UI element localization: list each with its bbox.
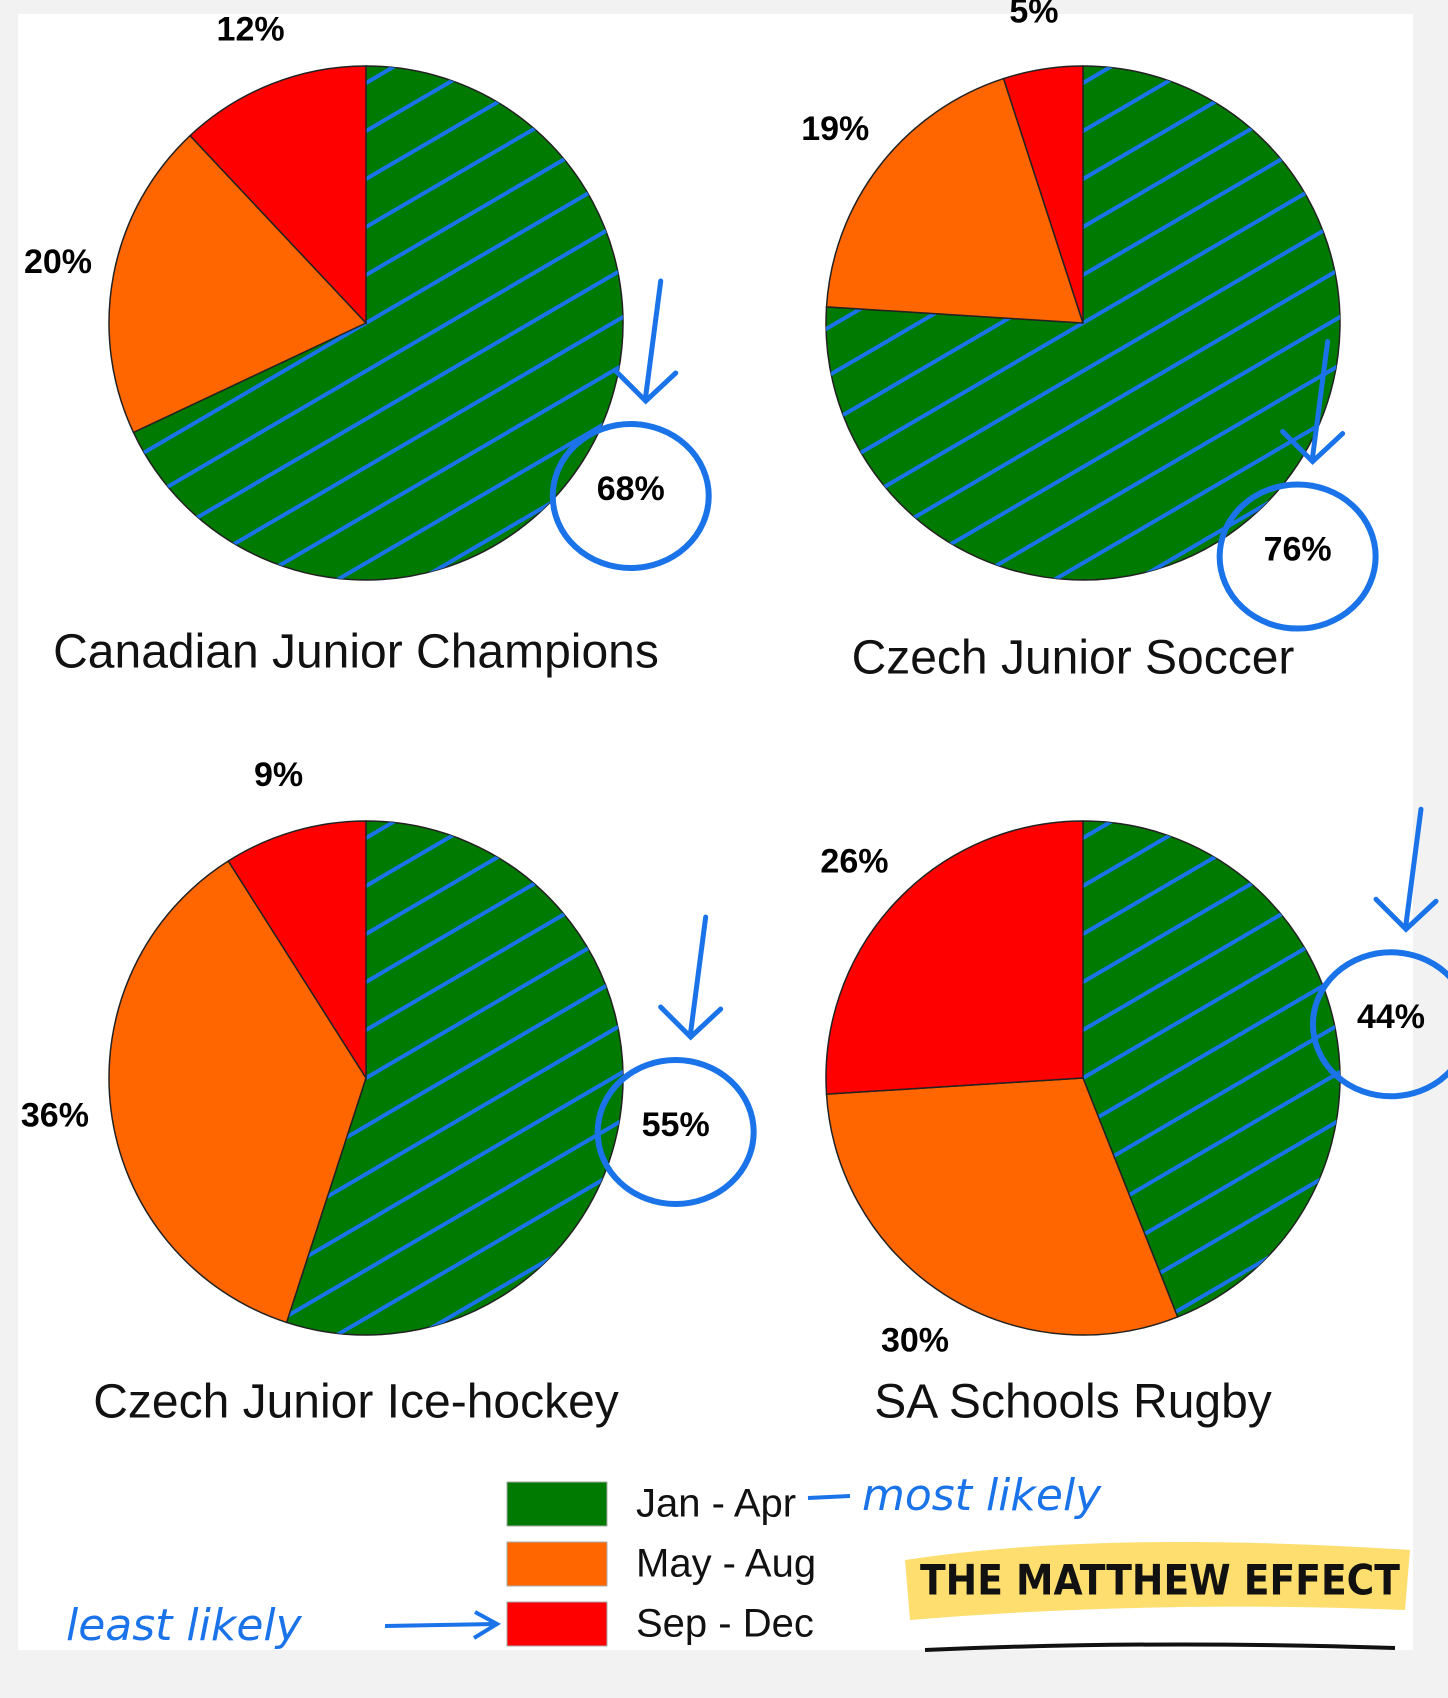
- pie-slice: [108, 859, 367, 1324]
- underline: [924, 1642, 1396, 1652]
- slice-label: 36%: [21, 1096, 89, 1134]
- legend-swatch: [506, 1601, 608, 1647]
- hatch-line: [286, 1166, 623, 1335]
- hatch-line: [826, 411, 1340, 580]
- pie-slice: [825, 820, 1084, 1095]
- hatch-line: [286, 974, 623, 1278]
- chart-title: Czech Junior Ice-hockey: [93, 1376, 619, 1429]
- hatch-line: [826, 459, 1340, 580]
- chart-title: Czech Junior Soccer: [852, 632, 1295, 685]
- slice-label: 55%: [642, 1106, 710, 1144]
- legend: Jan - Apr May - Aug Sep - Dec: [506, 1481, 816, 1647]
- hatch-line: [1083, 1166, 1340, 1317]
- hatch-line: [133, 459, 623, 580]
- hatch-line: [286, 1118, 623, 1335]
- pie-slice: [108, 134, 368, 434]
- annotation-dash: [807, 1494, 851, 1500]
- annotation-circle: [1216, 481, 1379, 632]
- hatch-line: [1083, 1118, 1340, 1317]
- annotation-arrow: [1373, 806, 1439, 933]
- annotation-arrow: [1280, 339, 1346, 466]
- chart-title: Canadian Junior Champions: [53, 626, 659, 679]
- hatch-line: [1083, 926, 1340, 1230]
- hatch-line: [286, 1214, 623, 1335]
- hatch-line: [1083, 878, 1340, 1182]
- slice-label: 68%: [597, 470, 665, 508]
- annotation-circle: [594, 1057, 757, 1208]
- slice-label: 5%: [1009, 0, 1058, 30]
- annotation-arrow: [658, 914, 724, 1041]
- pie-slice: [189, 65, 367, 325]
- pie-charts: 68% 20% 12% Canadian Junior Champions 76% 19%…: [21, 0, 1448, 1429]
- chart-title: SA Schools Rugby: [874, 1376, 1272, 1429]
- hatch-line: [826, 219, 1340, 523]
- legend-label: Sep - Dec: [636, 1602, 814, 1646]
- hatch-line: [1083, 974, 1340, 1278]
- slice-label: 19%: [801, 110, 869, 148]
- pie-slice: [825, 1077, 1179, 1336]
- slice-label: 76%: [1264, 531, 1332, 569]
- hatch-line: [133, 363, 623, 580]
- hatch-line: [286, 1070, 623, 1335]
- annotation-circle: [549, 421, 712, 572]
- slice-label: 26%: [820, 842, 888, 880]
- pie-slice: [1002, 65, 1084, 324]
- hatch-line: [1083, 1070, 1340, 1317]
- hatch-line: [286, 1022, 623, 1326]
- pie-slice: [227, 820, 367, 1081]
- hatch-line: [1083, 1022, 1340, 1317]
- highlight: [905, 1542, 1410, 1620]
- annotation-most-likely: most likely: [862, 1470, 1102, 1521]
- hatch-line: [826, 363, 1340, 580]
- pie-slice: [825, 77, 1085, 324]
- annotation-least-likely: least likely: [66, 1600, 303, 1651]
- legend-label: Jan - Apr: [636, 1482, 796, 1526]
- slice-label: 9%: [254, 756, 303, 794]
- hatch-line: [133, 411, 623, 580]
- annotation-circle: [1310, 949, 1448, 1100]
- slice-label: 30%: [881, 1322, 949, 1360]
- annotation-arrow: [384, 1610, 502, 1640]
- pie-slice: [285, 820, 624, 1336]
- legend-swatch: [506, 1541, 608, 1587]
- slice-label: 12%: [217, 10, 285, 48]
- legend-label: May - Aug: [636, 1542, 816, 1586]
- hatch-line: [133, 219, 623, 523]
- slice-label: 20%: [24, 243, 92, 281]
- annotation-arrow: [613, 278, 679, 405]
- hatch-line: [1083, 1214, 1340, 1317]
- legend-swatch: [506, 1481, 608, 1527]
- brand-text: THE MATTHEW EFFECT: [920, 1556, 1400, 1605]
- slice-label: 44%: [1357, 998, 1425, 1036]
